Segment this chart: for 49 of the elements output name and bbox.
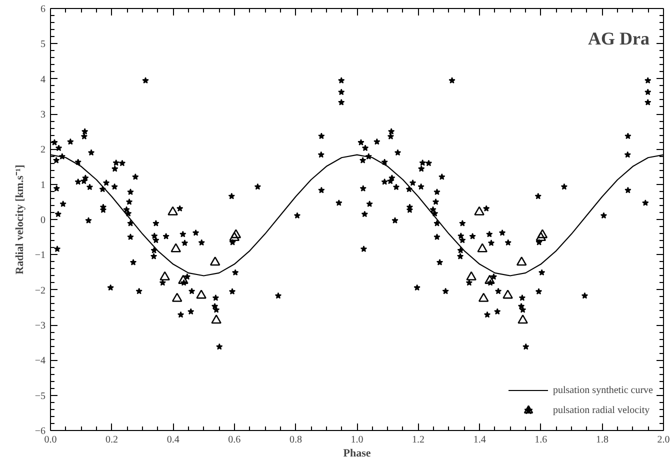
y-tick-label: 2	[40, 144, 46, 156]
point	[160, 271, 170, 280]
x-tick-label: 0.8	[289, 434, 302, 446]
point	[474, 206, 484, 216]
point	[210, 256, 220, 266]
y-tick-label: −6	[34, 426, 46, 437]
legend-label: pulsation synthetic curve	[553, 384, 653, 396]
y-tick-label: 4	[40, 74, 46, 86]
point	[229, 232, 240, 242]
point	[196, 290, 206, 299]
y-tick-label: −5	[34, 390, 46, 402]
y-tick-label: 5	[40, 39, 46, 50]
x-tick-label: 0.0	[44, 434, 57, 446]
y-tick-label: 3	[40, 110, 46, 120]
x-tick-label: 0.4	[166, 434, 180, 446]
point	[466, 271, 476, 280]
x-tick-label: 1.8	[596, 434, 608, 446]
x-tick-label: 0.2	[106, 434, 118, 446]
text: AG Dra	[588, 28, 650, 48]
x-axis-title: Phase	[343, 448, 371, 460]
y-tick-label: 0	[40, 215, 46, 226]
x-tick-label: 1.2	[412, 434, 425, 446]
point	[211, 314, 222, 324]
y-tick-label: −4	[34, 356, 46, 367]
y-tick-label: −3	[34, 320, 46, 332]
point	[536, 232, 546, 242]
y-axis-title: Radial velocity [km.s⁻¹]	[14, 164, 26, 274]
point	[168, 206, 178, 216]
point	[478, 292, 489, 302]
x-tick-label: 1.0	[350, 434, 364, 446]
x-tick-label: 0.6	[228, 434, 241, 446]
point	[170, 243, 182, 252]
point	[172, 292, 182, 302]
y-tick-label: 6	[40, 4, 46, 15]
point	[477, 243, 488, 252]
y-tick-label: −1	[34, 250, 46, 262]
y-tick-label: −2	[34, 285, 46, 296]
x-tick-label: 2.0	[657, 434, 670, 446]
y-tick-label: 1	[40, 180, 46, 191]
point	[484, 274, 495, 284]
point	[518, 314, 528, 324]
point	[516, 256, 527, 266]
point	[230, 229, 242, 238]
x-tick-label: 1.4	[473, 434, 486, 446]
x-tick-label: 1.6	[534, 434, 548, 446]
point	[537, 229, 548, 238]
point	[502, 290, 513, 299]
point	[178, 274, 188, 284]
legend-label: pulsation radial velocity	[553, 404, 650, 416]
